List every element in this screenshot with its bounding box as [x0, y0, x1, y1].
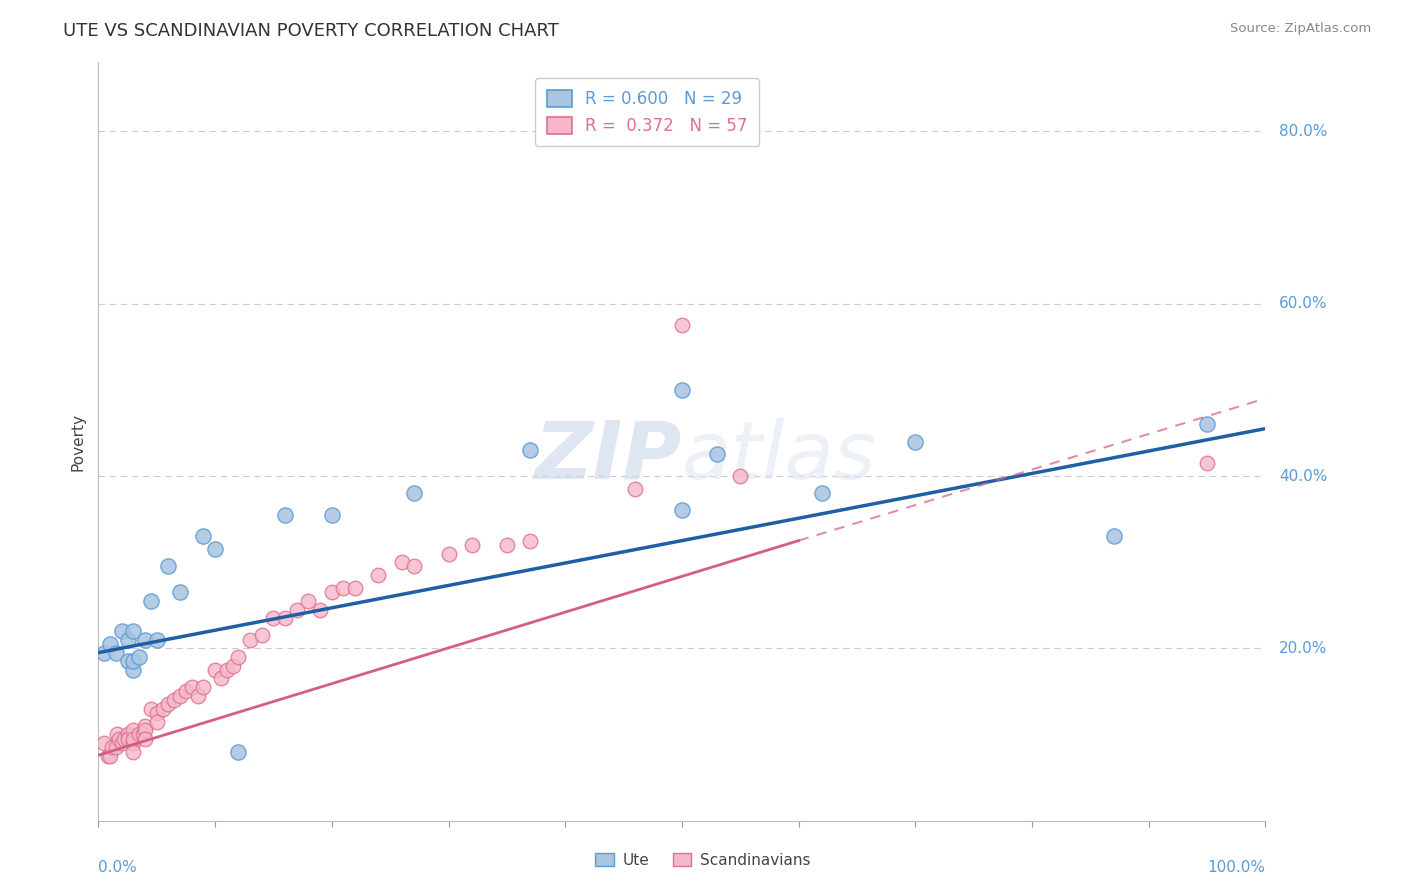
Text: ZIP: ZIP	[534, 417, 682, 496]
Point	[157, 559, 180, 574]
Point	[139, 701, 162, 715]
Point	[104, 740, 127, 755]
Point	[904, 434, 927, 449]
Point	[122, 663, 145, 677]
Point	[1195, 456, 1218, 470]
Text: Source: ZipAtlas.com: Source: ZipAtlas.com	[1230, 22, 1371, 36]
Point	[98, 749, 121, 764]
Point	[117, 727, 139, 741]
Point	[146, 632, 169, 647]
Point	[146, 714, 169, 729]
Point	[344, 581, 367, 595]
Point	[117, 654, 139, 668]
Point	[134, 632, 156, 647]
Point	[157, 698, 180, 712]
Text: 20.0%: 20.0%	[1279, 640, 1327, 656]
Point	[332, 581, 354, 595]
Point	[117, 731, 139, 746]
Point	[671, 318, 693, 333]
Point	[221, 658, 243, 673]
Point	[111, 736, 134, 750]
Point	[101, 740, 124, 755]
Point	[146, 706, 169, 720]
Point	[128, 649, 150, 664]
Point	[391, 555, 413, 569]
Point	[250, 628, 273, 642]
Point	[152, 701, 174, 715]
Point	[193, 529, 215, 543]
Point	[496, 538, 519, 552]
Point	[215, 663, 238, 677]
Point	[209, 672, 232, 686]
Point	[367, 568, 389, 582]
Text: 80.0%: 80.0%	[1279, 124, 1327, 139]
Point	[204, 542, 226, 557]
Point	[187, 689, 209, 703]
Point	[297, 594, 319, 608]
Point	[519, 443, 541, 458]
Point	[134, 731, 156, 746]
Point	[128, 727, 150, 741]
Text: 40.0%: 40.0%	[1279, 468, 1327, 483]
Point	[624, 482, 647, 496]
Point	[134, 719, 156, 733]
Point	[163, 693, 186, 707]
Point	[402, 486, 425, 500]
Point	[122, 624, 145, 639]
Point	[730, 469, 752, 483]
Point	[132, 727, 155, 741]
Point	[239, 632, 262, 647]
Point	[402, 559, 425, 574]
Point	[93, 646, 115, 660]
Point	[104, 646, 127, 660]
Point	[274, 508, 297, 522]
Text: atlas: atlas	[682, 417, 877, 496]
Point	[228, 745, 250, 759]
Legend: R = 0.600   N = 29, R =  0.372   N = 57: R = 0.600 N = 29, R = 0.372 N = 57	[534, 78, 759, 146]
Point	[122, 736, 145, 750]
Point	[671, 383, 693, 397]
Point	[437, 547, 460, 561]
Point	[285, 602, 308, 616]
Point	[134, 723, 156, 738]
Point	[461, 538, 484, 552]
Point	[105, 727, 128, 741]
Point	[169, 585, 191, 599]
Point	[309, 602, 332, 616]
Point	[97, 749, 120, 764]
Point	[122, 654, 145, 668]
Point	[112, 731, 135, 746]
Point	[274, 611, 297, 625]
Point	[204, 663, 226, 677]
Point	[117, 632, 139, 647]
Point	[174, 684, 197, 698]
Point	[1195, 417, 1218, 432]
Point	[139, 594, 162, 608]
Point	[1102, 529, 1125, 543]
Point	[169, 689, 191, 703]
Point	[321, 508, 343, 522]
Point	[811, 486, 834, 500]
Point	[180, 680, 202, 694]
Point	[122, 745, 145, 759]
Point	[122, 723, 145, 738]
Text: 0.0%: 0.0%	[98, 860, 138, 874]
Point	[122, 731, 145, 746]
Point	[108, 731, 131, 746]
Point	[228, 649, 250, 664]
Point	[193, 680, 215, 694]
Point	[262, 611, 284, 625]
Point	[519, 533, 541, 548]
Point	[93, 736, 115, 750]
Point	[321, 585, 343, 599]
Y-axis label: Poverty: Poverty	[70, 412, 86, 471]
Point	[98, 637, 121, 651]
Text: UTE VS SCANDINAVIAN POVERTY CORRELATION CHART: UTE VS SCANDINAVIAN POVERTY CORRELATION …	[63, 22, 560, 40]
Legend: Ute, Scandinavians: Ute, Scandinavians	[588, 845, 818, 875]
Point	[706, 447, 728, 461]
Point	[111, 624, 134, 639]
Text: 100.0%: 100.0%	[1208, 860, 1265, 874]
Text: 60.0%: 60.0%	[1279, 296, 1327, 311]
Point	[671, 503, 693, 517]
